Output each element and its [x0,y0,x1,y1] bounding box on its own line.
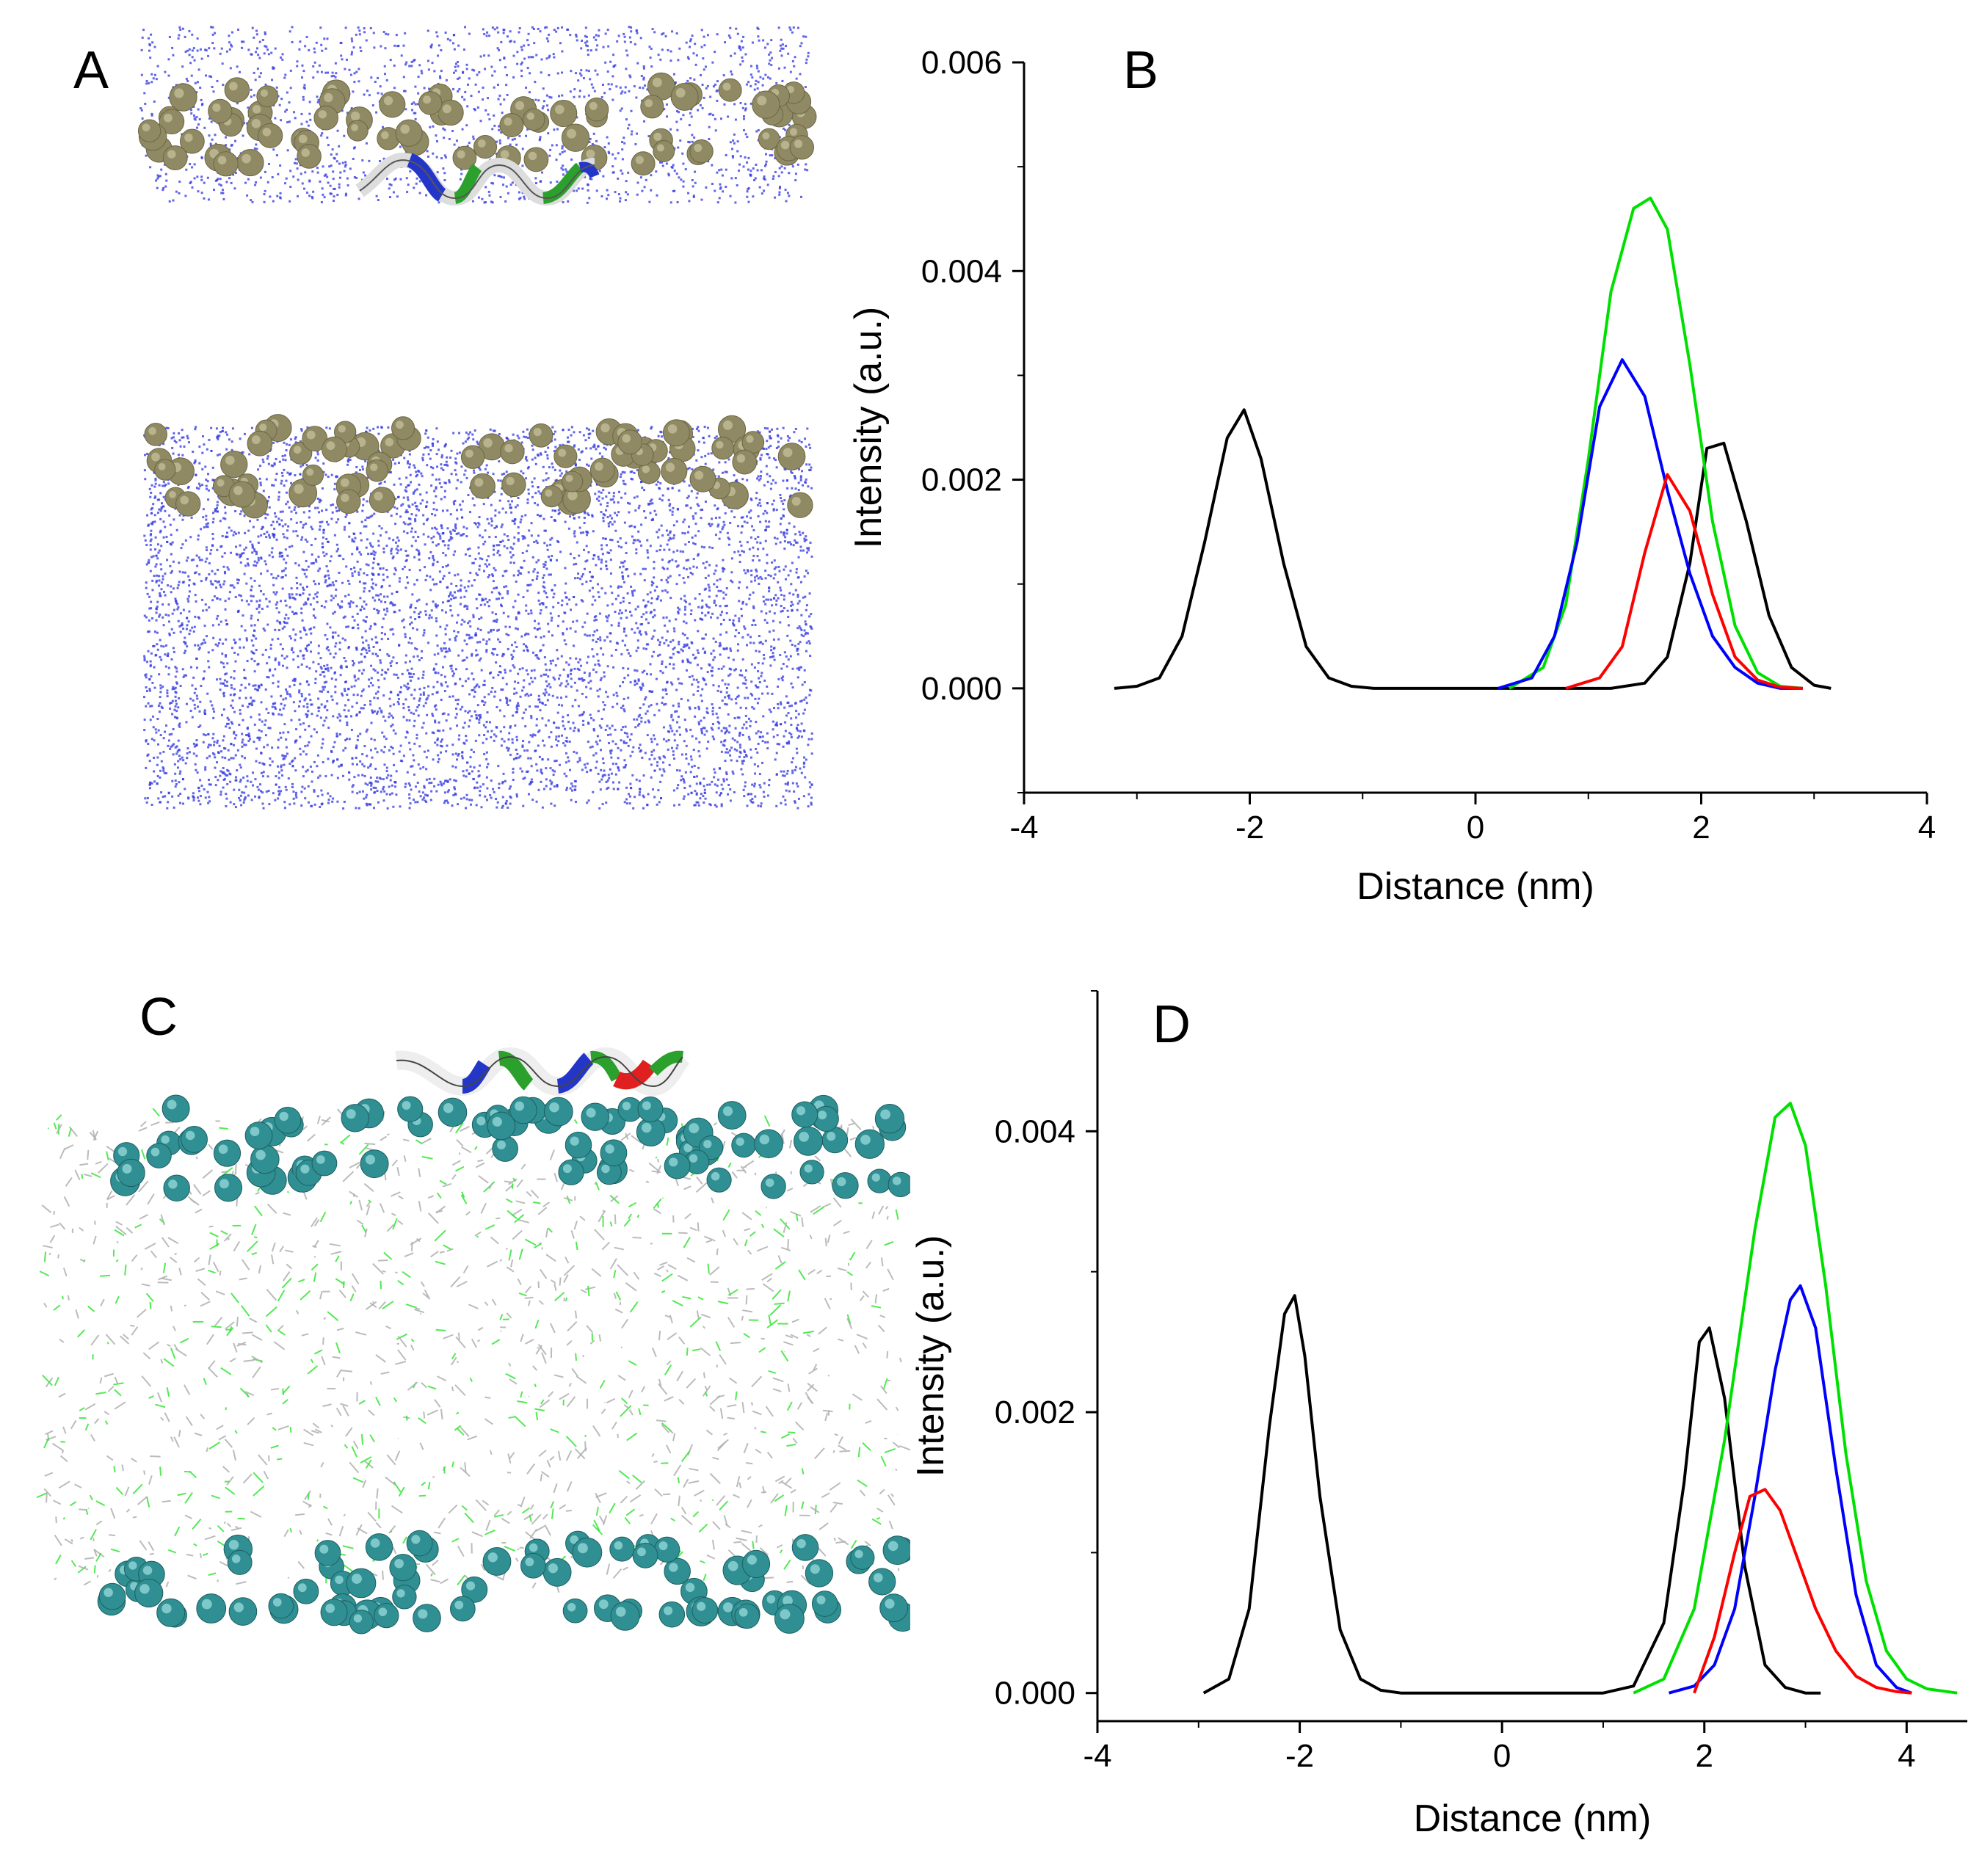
series-line-green [1633,1102,1958,1695]
x-tick-label: -4 [1009,810,1038,846]
x-tick-label: 4 [1898,1738,1915,1774]
y-tick-label: 0.000 [995,1676,1075,1712]
x-tick-label: 0 [1493,1738,1511,1774]
y-tick-label: 0.004 [921,253,1002,289]
y-axis-label: Intensity (a.u.) [910,1235,952,1477]
panel-label-c: C [139,988,178,1047]
y-axis-label: Intensity (a.u.) [847,307,890,548]
series-line-blue [1498,358,1803,690]
panel-label-b: B [1123,41,1159,100]
x-tick-label: 2 [1696,1738,1713,1774]
series-line-red [1693,1488,1912,1695]
x-tick-label: 0 [1467,810,1484,846]
x-tick-label: -2 [1285,1738,1314,1774]
peptide-helix [395,1047,690,1097]
y-tick-label: 0.002 [995,1395,1075,1430]
y-tick-label: 0.004 [995,1113,1075,1149]
series-line-black [1114,408,1832,690]
y-tick-label: 0.006 [921,45,1002,81]
panel-c-illustration [36,1047,910,1635]
panel-label-d: D [1152,995,1191,1054]
series-line-red [1565,473,1803,690]
series-line-black [1202,1294,1821,1695]
panel-label-a: A [73,41,109,100]
headgroup-spheres [97,1094,910,1635]
headgroup-spheres [137,72,817,519]
x-tick-label: 4 [1918,810,1936,846]
chart-b: -4 -2 0 2 4 0.000 0.002 0.004 0.006 Distance (nm)… [847,45,1936,908]
x-tick-label: -4 [1083,1738,1111,1774]
y-tick-label: 0.000 [921,671,1002,707]
series-line-green [1509,196,1804,690]
panel-a-illustration [137,26,817,810]
series-line-blue [1668,1284,1912,1695]
y-tick-label: 0.002 [921,462,1002,498]
x-tick-label: -2 [1235,810,1264,846]
x-tick-label: 2 [1692,810,1710,846]
peptide-helix [355,153,600,206]
x-axis-label: Distance (nm) [1414,1797,1652,1840]
x-axis-label: Distance (nm) [1357,865,1594,908]
